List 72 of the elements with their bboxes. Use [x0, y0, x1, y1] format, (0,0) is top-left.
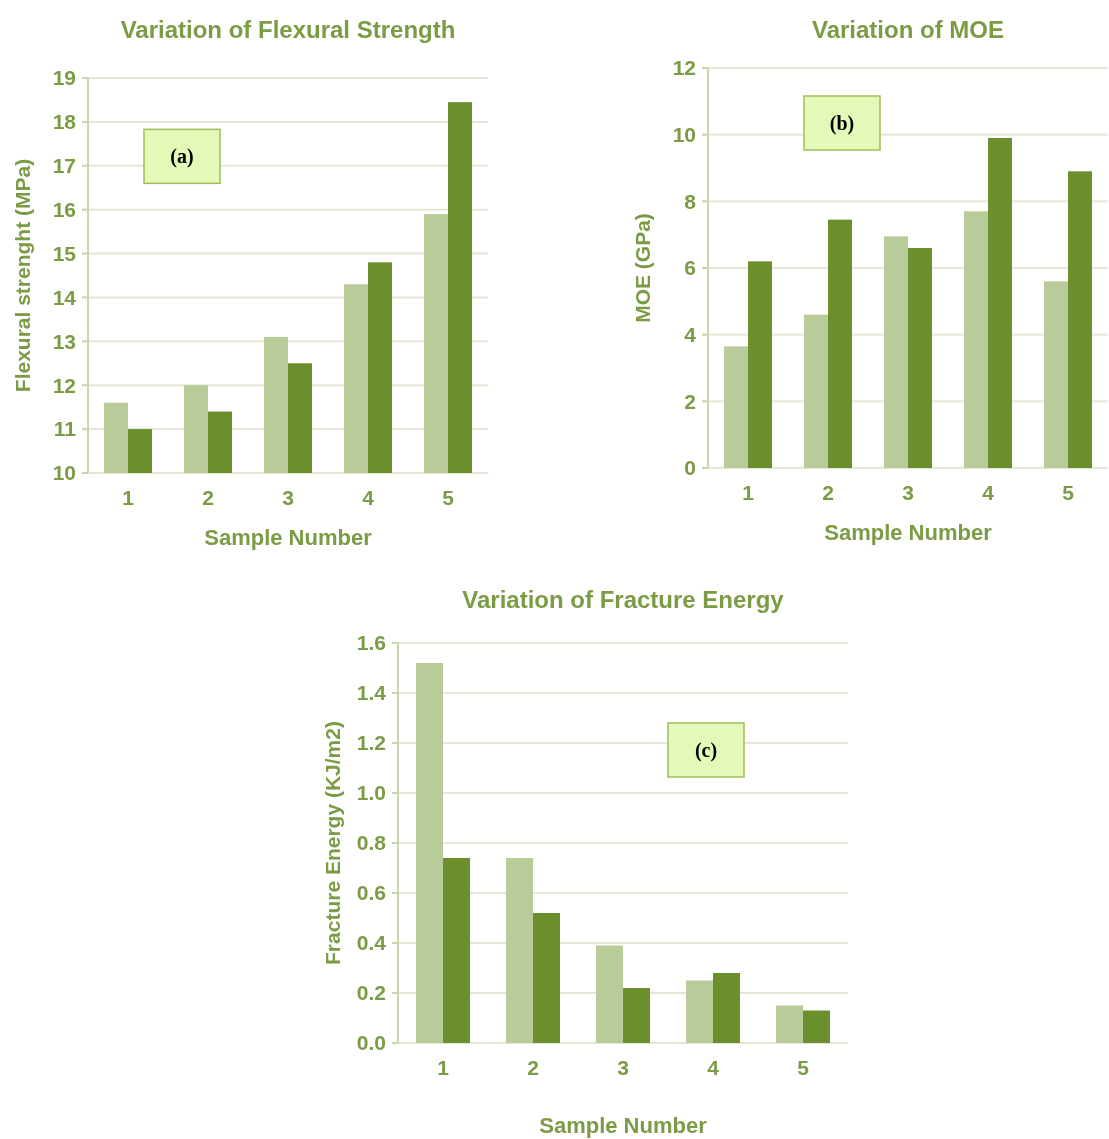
- bar: [533, 913, 560, 1043]
- annotation: (b): [829, 112, 855, 135]
- annotation: (c): [694, 739, 718, 762]
- x-tick-label: 1: [742, 481, 755, 504]
- bar: [1068, 171, 1092, 468]
- bar: [623, 988, 650, 1043]
- bar: [686, 980, 713, 1043]
- bar: [506, 858, 533, 1043]
- y-tick-label: 1.4: [356, 681, 387, 705]
- chart-title: Variation of Flexural Strength: [120, 16, 456, 43]
- bar: [748, 261, 772, 468]
- x-tick-label: 2: [202, 486, 214, 509]
- y-tick-label: 0.8: [356, 831, 387, 855]
- y-tick-label: 0.0: [356, 1031, 386, 1055]
- y-tick-label: 0.6: [356, 881, 386, 905]
- y-tick-label: 10: [672, 123, 696, 147]
- x-tick-label: 4: [982, 481, 995, 504]
- y-tick-label: 1.0: [356, 781, 386, 805]
- x-tick-label: 5: [442, 486, 455, 509]
- y-tick-label: 18: [52, 110, 77, 134]
- y-tick-label: 12: [52, 373, 76, 397]
- bar: [804, 314, 828, 468]
- x-tick-label: 5: [797, 1056, 810, 1079]
- y-tick-label: 2: [684, 389, 696, 413]
- bar: [964, 211, 988, 468]
- x-tick-label: 1: [437, 1056, 450, 1079]
- bar: [416, 663, 443, 1043]
- y-tick-label: 16: [52, 198, 76, 222]
- bar: [776, 1005, 803, 1043]
- x-tick-label: 5: [1062, 481, 1075, 504]
- chart-title: Variation of MOE: [811, 16, 1005, 43]
- bar: [713, 973, 740, 1043]
- x-axis-title: Sample Number: [824, 520, 993, 545]
- x-axis-title: Sample Number: [204, 525, 373, 550]
- bar: [443, 858, 470, 1043]
- y-tick-label: 0: [684, 456, 696, 480]
- bar: [1044, 281, 1068, 468]
- y-tick-label: 12: [672, 56, 696, 80]
- y-tick-label: 13: [52, 329, 76, 353]
- x-tick-label: 3: [617, 1056, 629, 1079]
- y-axis-title: Flexural strenght (MPa): [11, 158, 34, 393]
- bar: [724, 346, 748, 468]
- x-axis-title: Sample Number: [539, 1113, 708, 1138]
- chart-title: Variation of Fracture Energy: [462, 586, 785, 613]
- y-tick-label: 19: [52, 66, 76, 90]
- y-tick-label: 17: [52, 154, 76, 178]
- x-tick-label: 1: [122, 486, 135, 509]
- x-tick-label: 2: [527, 1056, 539, 1079]
- bar: [988, 138, 1012, 468]
- y-tick-label: 11: [53, 417, 77, 441]
- bar: [828, 219, 852, 468]
- bar: [884, 236, 908, 468]
- y-tick-label: 14: [52, 285, 77, 309]
- x-tick-label: 2: [822, 481, 834, 504]
- y-tick-label: 1.2: [356, 731, 386, 755]
- annotation: (a): [170, 145, 194, 169]
- y-tick-label: 1.6: [356, 631, 386, 655]
- x-tick-label: 3: [902, 481, 914, 504]
- y-axis-title: MOE (GPa): [631, 213, 654, 323]
- bar: [803, 1010, 830, 1043]
- bar: [908, 248, 932, 468]
- x-tick-label: 3: [282, 486, 294, 509]
- y-tick-label: 15: [52, 241, 77, 265]
- y-tick-label: 0.2: [356, 981, 386, 1005]
- y-tick-label: 0.4: [356, 931, 387, 955]
- y-tick-label: 10: [52, 461, 76, 485]
- y-tick-label: 6: [684, 256, 696, 280]
- bar: [596, 945, 623, 1043]
- y-tick-label: 4: [684, 323, 697, 347]
- y-tick-label: 8: [684, 189, 697, 213]
- y-axis-title: Fracture Energy (KJ/m2): [321, 721, 344, 965]
- x-tick-label: 4: [707, 1056, 720, 1079]
